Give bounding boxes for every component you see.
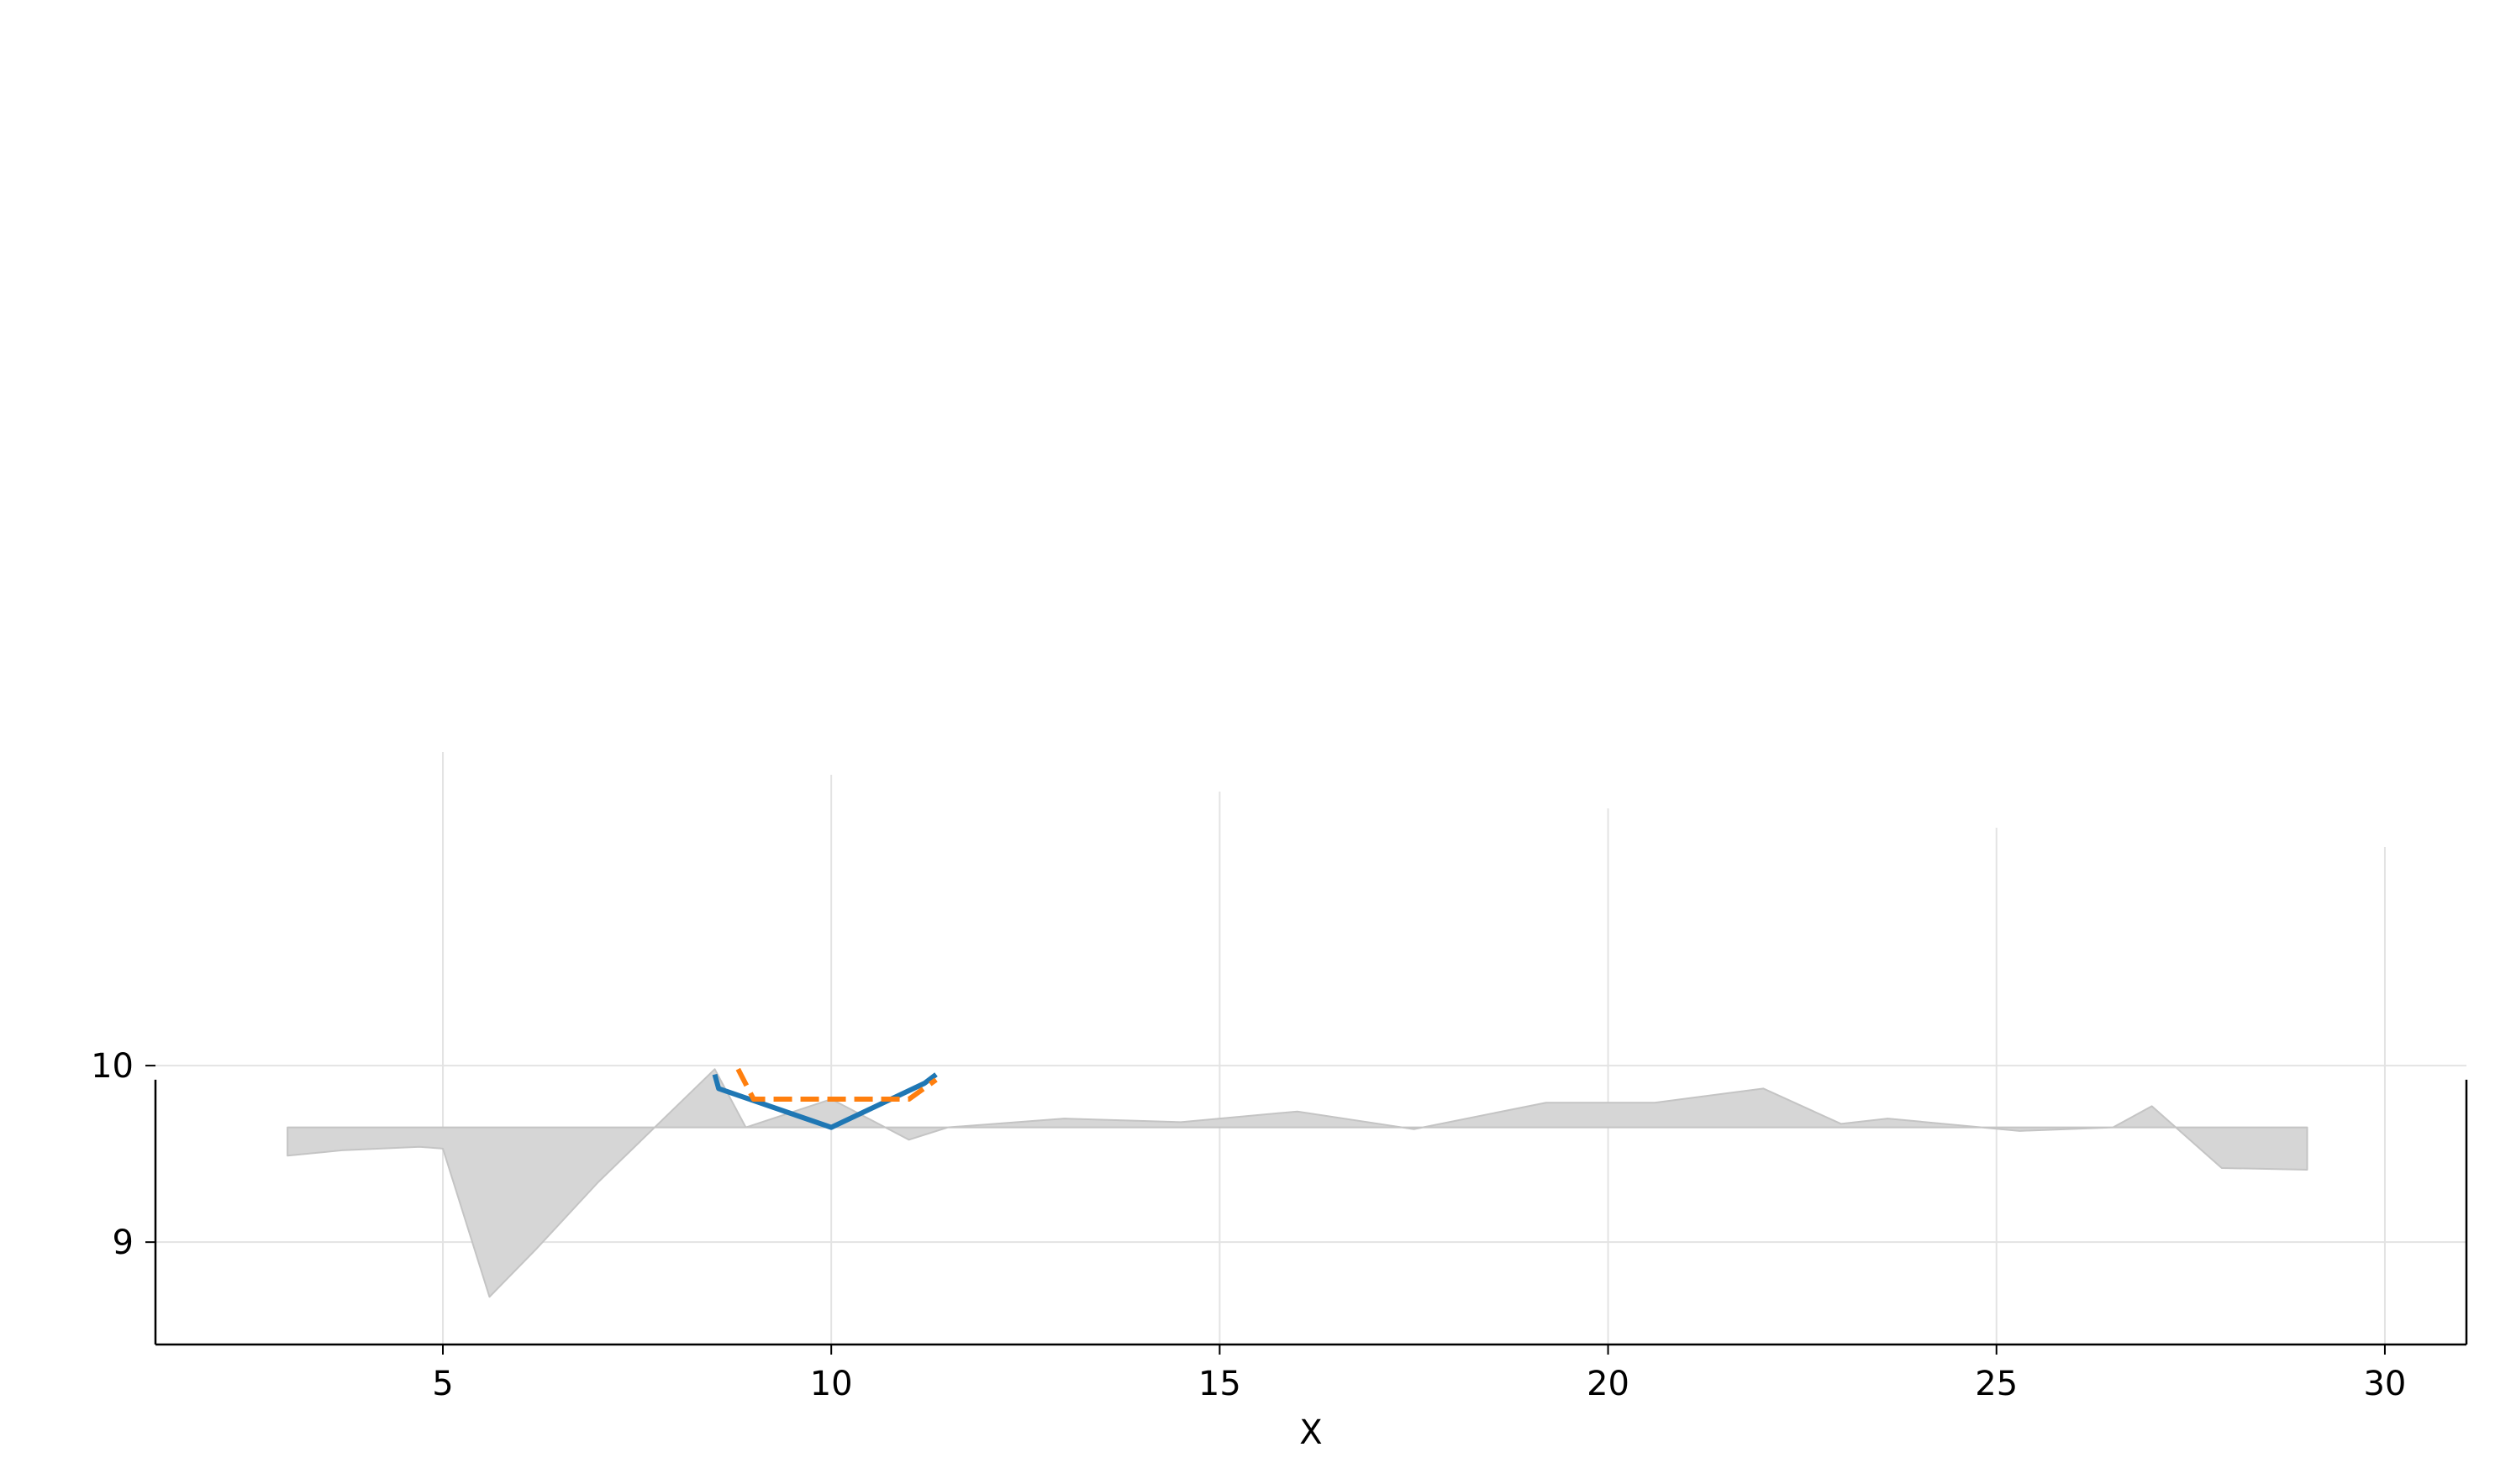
x-tick-label-30: 30 xyxy=(2363,1365,2406,1403)
shaded-band xyxy=(287,1068,2308,1298)
x-tick-label-25: 25 xyxy=(1975,1365,2018,1403)
series-line-2 xyxy=(735,1067,938,1102)
x-tick-label-20: 20 xyxy=(1587,1365,1629,1403)
y-tick-label-10: 10 xyxy=(91,1047,134,1086)
x-tick-label-10: 10 xyxy=(810,1365,853,1403)
y-tick-label-9: 9 xyxy=(113,1224,134,1262)
x-tick-label-5: 5 xyxy=(432,1365,453,1403)
band-area xyxy=(287,1068,2308,1298)
x-tick-label-15: 15 xyxy=(1198,1365,1241,1403)
series-line-1 xyxy=(712,1072,938,1130)
axes xyxy=(145,1065,2468,1355)
tick-labels: 5 10 15 20 25 30 9 10 xyxy=(91,1047,2406,1403)
series-lines xyxy=(712,1067,938,1130)
x-axis-title: X xyxy=(1299,1413,1322,1452)
